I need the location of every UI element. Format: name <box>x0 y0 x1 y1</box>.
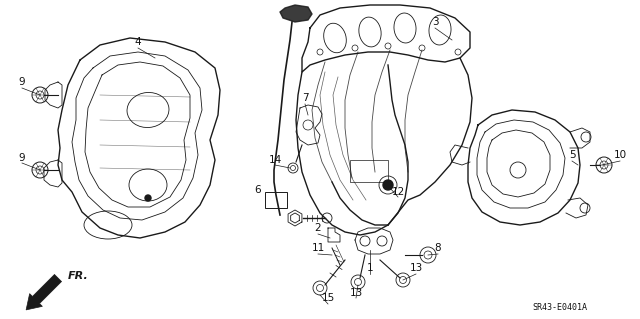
Text: 4: 4 <box>134 37 141 47</box>
FancyArrow shape <box>26 274 61 310</box>
Text: 9: 9 <box>19 77 26 87</box>
Circle shape <box>145 195 151 201</box>
Polygon shape <box>280 5 312 22</box>
Text: 9: 9 <box>19 153 26 163</box>
Text: FR.: FR. <box>68 271 89 281</box>
Text: 3: 3 <box>432 17 438 27</box>
Text: 10: 10 <box>613 150 627 160</box>
Text: 6: 6 <box>255 185 261 195</box>
Text: 8: 8 <box>435 243 442 253</box>
Circle shape <box>383 180 393 190</box>
Text: 12: 12 <box>392 187 404 197</box>
Text: 1: 1 <box>367 263 373 273</box>
Text: 15: 15 <box>321 293 335 303</box>
Text: 13: 13 <box>349 288 363 298</box>
Text: 2: 2 <box>315 223 321 233</box>
Text: 13: 13 <box>410 263 422 273</box>
Text: 14: 14 <box>268 155 282 165</box>
Text: 11: 11 <box>312 243 324 253</box>
Text: SR43-E0401A: SR43-E0401A <box>532 303 588 313</box>
Text: 5: 5 <box>569 150 575 160</box>
Text: 7: 7 <box>301 93 308 103</box>
